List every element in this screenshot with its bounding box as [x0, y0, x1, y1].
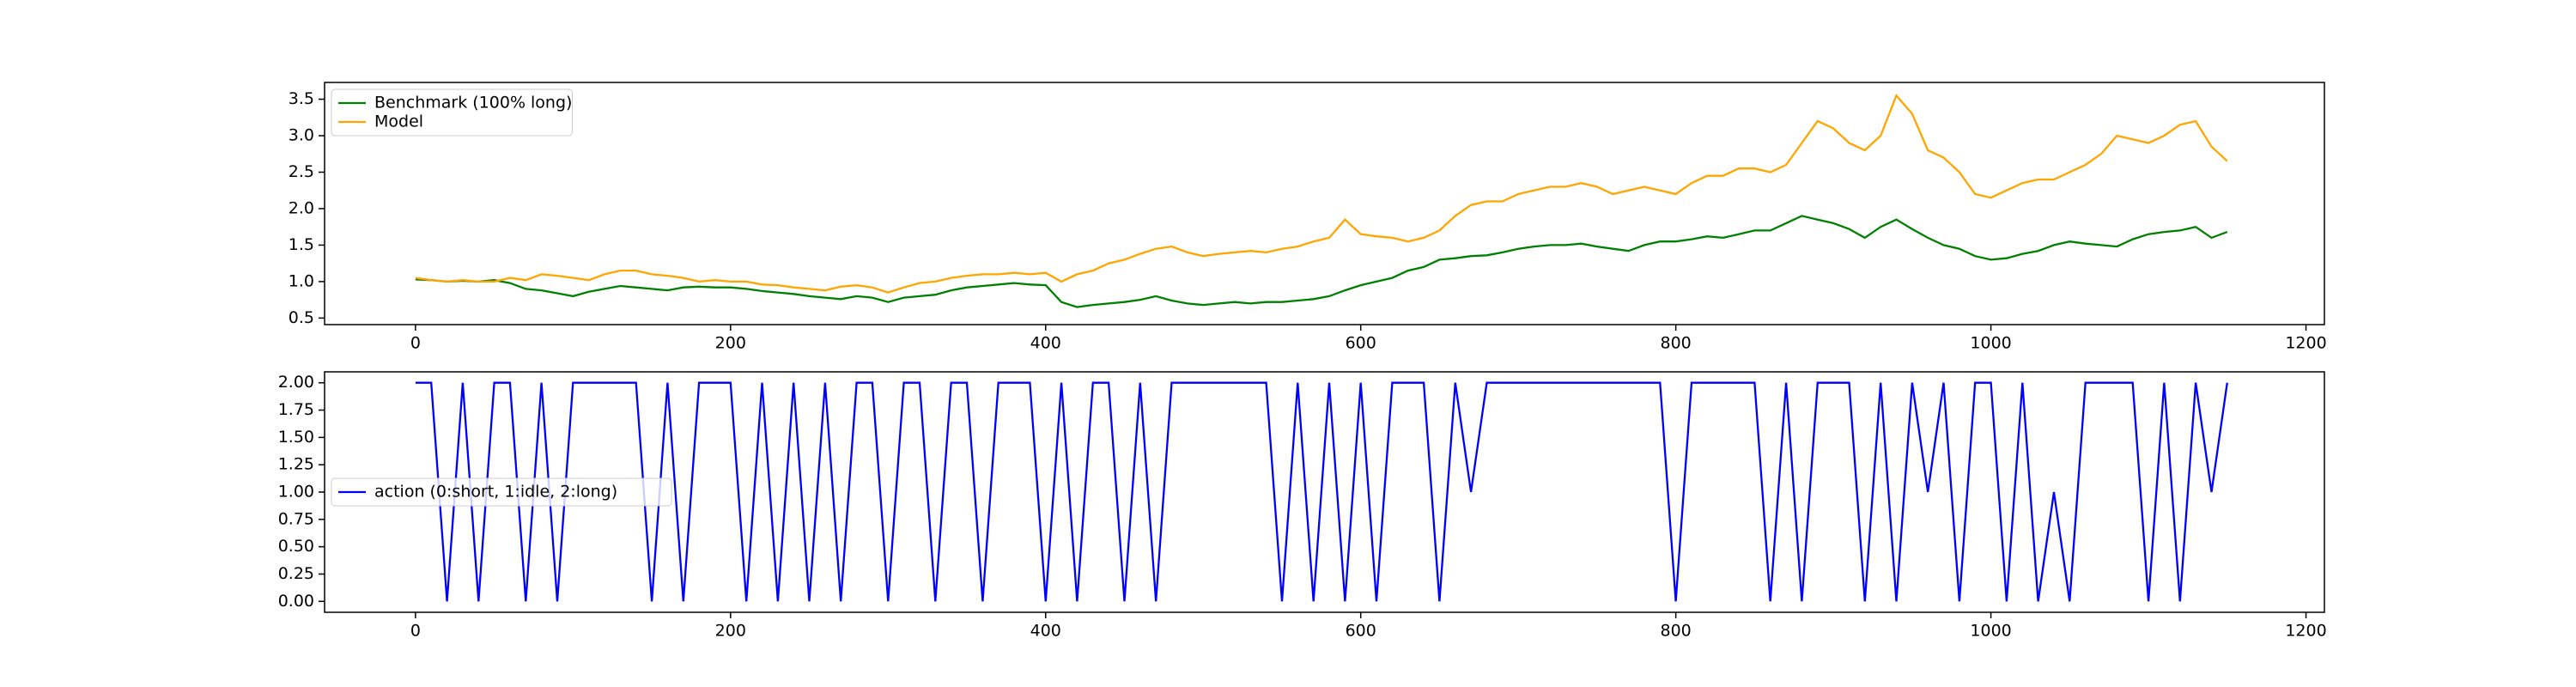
- legend-box: [331, 477, 672, 507]
- x-tick-label: 600: [1346, 622, 1376, 641]
- y-tick-label: 1.50: [278, 428, 314, 447]
- x-tick-label: 1000: [1970, 622, 2011, 641]
- x-tick-label: 0: [410, 622, 421, 641]
- y-tick-label: 1.25: [278, 455, 314, 474]
- y-tick-label: 1.00: [278, 483, 314, 502]
- x-tick-label: 0: [410, 334, 421, 353]
- x-tick-label: 800: [1661, 622, 1692, 641]
- x-tick-label: 200: [715, 622, 746, 641]
- data-line: [415, 381, 2228, 602]
- legend-label: action (0:short, 1:idle, 2:long): [374, 483, 617, 502]
- legend-label: Benchmark (100% long): [374, 94, 572, 112]
- y-tick-label: 1.0: [289, 271, 314, 290]
- x-tick-label: 1000: [1970, 334, 2011, 353]
- x-tick-label: 800: [1661, 334, 1692, 353]
- x-tick-label: 1200: [2285, 334, 2326, 353]
- x-tick-label: 400: [1030, 622, 1061, 641]
- y-tick-label: 2.5: [289, 162, 314, 181]
- x-tick-label: 600: [1346, 334, 1376, 353]
- y-tick-label: 0.5: [289, 308, 314, 327]
- y-tick-label: 1.75: [278, 400, 314, 419]
- legend-label: Model: [374, 112, 423, 131]
- axes-frame: [324, 82, 2325, 325]
- y-tick-label: 0.25: [278, 564, 314, 583]
- data-line: [415, 94, 2228, 294]
- y-tick-label: 0.00: [278, 592, 314, 611]
- y-tick-label: 0.50: [278, 537, 314, 556]
- axes-frame: [324, 371, 2325, 613]
- y-tick-label: 3.0: [289, 126, 314, 145]
- y-tick-label: 2.00: [278, 373, 314, 392]
- y-tick-label: 1.5: [289, 235, 314, 254]
- data-line: [415, 215, 2228, 308]
- x-tick-label: 1200: [2285, 622, 2326, 641]
- legend-box: [331, 88, 573, 137]
- x-tick-label: 400: [1030, 334, 1061, 353]
- x-tick-label: 200: [715, 334, 746, 353]
- y-tick-label: 3.5: [289, 89, 314, 108]
- y-tick-label: 2.0: [289, 198, 314, 217]
- y-tick-label: 0.75: [278, 509, 314, 528]
